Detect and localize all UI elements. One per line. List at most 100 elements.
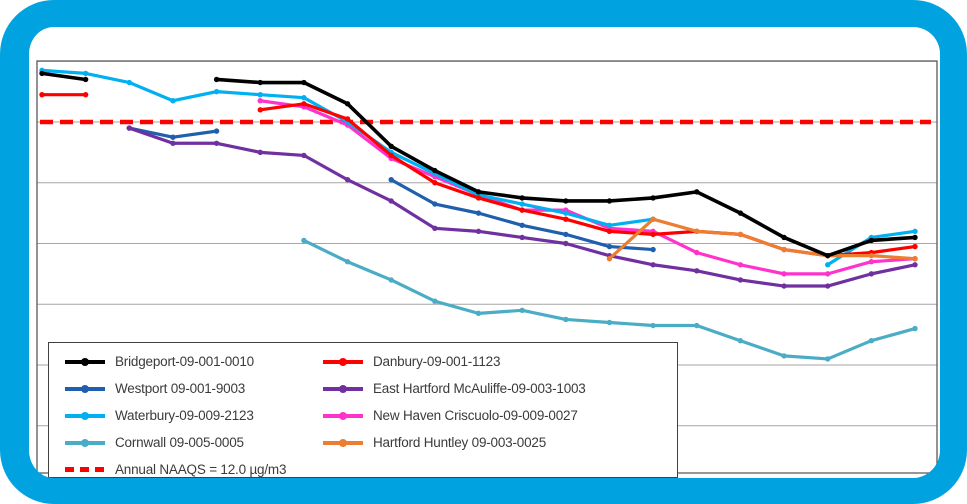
data-point-bridgeport (519, 195, 525, 201)
data-point-hartford-huntley (868, 252, 875, 259)
data-point-bridgeport (475, 189, 482, 195)
data-point-hartford-huntley (912, 255, 918, 262)
data-point-waterbury (301, 95, 307, 101)
legend-marker-bridgeport (65, 357, 105, 366)
series-east-hartford-mcauliffe (126, 125, 918, 289)
data-point-cornwall (301, 237, 307, 244)
data-point-east-hartford-mcauliffe (519, 234, 525, 241)
data-point-east-hartford-mcauliffe (257, 149, 263, 156)
data-point-bridgeport (39, 70, 45, 77)
legend-label-east-hartford-mcauliffe: East Hartford McAuliffe-09-003-1003 (373, 381, 586, 396)
legend-entry-new-haven-criscuolo: New Haven Criscuolo-09-009-0027 (315, 402, 677, 429)
legend-marker-east-hartford-mcauliffe (323, 384, 363, 393)
data-point-east-hartford-mcauliffe (475, 228, 482, 235)
data-point-new-haven-criscuolo (257, 98, 263, 104)
data-point-bridgeport (694, 189, 700, 195)
data-point-hartford-huntley (606, 255, 613, 262)
legend-entry-danbury: Danbury-09-001-1123 (315, 348, 677, 375)
legend-label-westport: Westport 09-001-9003 (115, 381, 246, 396)
data-point-waterbury (563, 210, 569, 216)
data-point-danbury (519, 207, 525, 213)
data-point-hartford-huntley (650, 216, 656, 222)
data-point-bridgeport (563, 198, 569, 204)
legend-marker-new-haven-criscuolo (323, 411, 363, 420)
data-point-bridgeport (606, 198, 613, 204)
data-point-east-hartford-mcauliffe (650, 262, 656, 268)
data-point-new-haven-criscuolo (825, 271, 831, 277)
legend-label-waterbury: Waterbury-09-009-2123 (115, 408, 254, 423)
legend-marker-dot (339, 384, 347, 393)
data-point-cornwall (432, 298, 438, 304)
data-point-cornwall (694, 322, 700, 329)
legend-marker-hartford-huntley (323, 438, 363, 447)
legend-marker-waterbury (65, 411, 105, 420)
data-point-east-hartford-mcauliffe (912, 262, 918, 268)
data-point-westport (606, 243, 613, 250)
data-point-danbury (912, 243, 918, 250)
data-point-cornwall (868, 338, 875, 344)
data-point-cornwall (650, 322, 656, 329)
data-point-cornwall (912, 325, 918, 332)
data-point-danbury (475, 195, 482, 201)
data-point-bridgeport (432, 167, 438, 174)
data-point-cornwall (563, 316, 569, 323)
data-point-danbury (388, 152, 394, 159)
data-point-danbury (257, 107, 263, 113)
data-point-cornwall (737, 338, 744, 344)
data-point-bridgeport (344, 101, 351, 107)
legend-label-hartford-huntley: Hartford Huntley 09-003-0025 (373, 435, 547, 450)
data-point-westport (388, 177, 394, 183)
legend-entry-hartford-huntley: Hartford Huntley 09-003-0025 (315, 429, 677, 456)
legend-label-bridgeport: Bridgeport-09-001-0010 (115, 354, 254, 369)
data-point-danbury (650, 231, 656, 238)
data-point-new-haven-criscuolo (694, 249, 700, 256)
data-point-east-hartford-mcauliffe (563, 240, 569, 247)
data-point-danbury (344, 116, 351, 122)
legend-entry-westport: Westport 09-001-9003 (57, 375, 315, 402)
data-point-danbury (82, 91, 89, 98)
legend-marker-westport (65, 384, 105, 393)
legend-marker-dot (81, 384, 89, 393)
data-point-bridgeport (257, 79, 263, 86)
data-point-bridgeport (825, 252, 831, 259)
data-point-waterbury (912, 228, 918, 235)
series-bridgeport (39, 70, 918, 259)
data-point-westport (213, 128, 220, 134)
data-point-cornwall (519, 307, 525, 314)
data-point-waterbury (82, 70, 89, 77)
data-point-danbury (606, 228, 613, 235)
data-point-danbury (432, 180, 438, 186)
data-point-westport (563, 231, 569, 238)
data-point-east-hartford-mcauliffe (737, 277, 744, 283)
data-point-bridgeport (737, 210, 744, 216)
data-point-cornwall (344, 259, 351, 265)
data-point-hartford-huntley (781, 246, 787, 253)
data-point-bridgeport (868, 237, 875, 244)
data-point-waterbury (519, 201, 525, 207)
data-point-westport (170, 134, 176, 140)
data-point-new-haven-criscuolo (737, 262, 744, 268)
data-point-east-hartford-mcauliffe (344, 177, 351, 183)
legend-label-new-haven-criscuolo: New Haven Criscuolo-09-009-0027 (373, 408, 578, 423)
legend-marker-dot (81, 438, 89, 447)
legend-marker-dot (339, 357, 347, 366)
legend-label-danbury: Danbury-09-001-1123 (373, 354, 501, 369)
data-point-danbury (301, 101, 307, 107)
data-point-westport (650, 246, 656, 253)
plot-border (36, 60, 938, 474)
data-point-danbury (39, 91, 45, 98)
data-point-east-hartford-mcauliffe (868, 271, 875, 277)
data-point-east-hartford-mcauliffe (213, 140, 220, 146)
legend-marker-dot (339, 411, 347, 420)
data-point-cornwall (475, 310, 482, 317)
legend-marker-danbury (323, 357, 363, 366)
data-point-waterbury (825, 262, 831, 268)
legend-entry-east-hartford-mcauliffe: East Hartford McAuliffe-09-003-1003 (315, 375, 677, 402)
data-point-east-hartford-mcauliffe (694, 268, 700, 274)
data-point-east-hartford-mcauliffe (301, 152, 307, 159)
data-point-cornwall (388, 277, 394, 283)
data-point-bridgeport (213, 76, 220, 83)
data-point-bridgeport (650, 195, 656, 201)
data-point-hartford-huntley (737, 231, 744, 238)
